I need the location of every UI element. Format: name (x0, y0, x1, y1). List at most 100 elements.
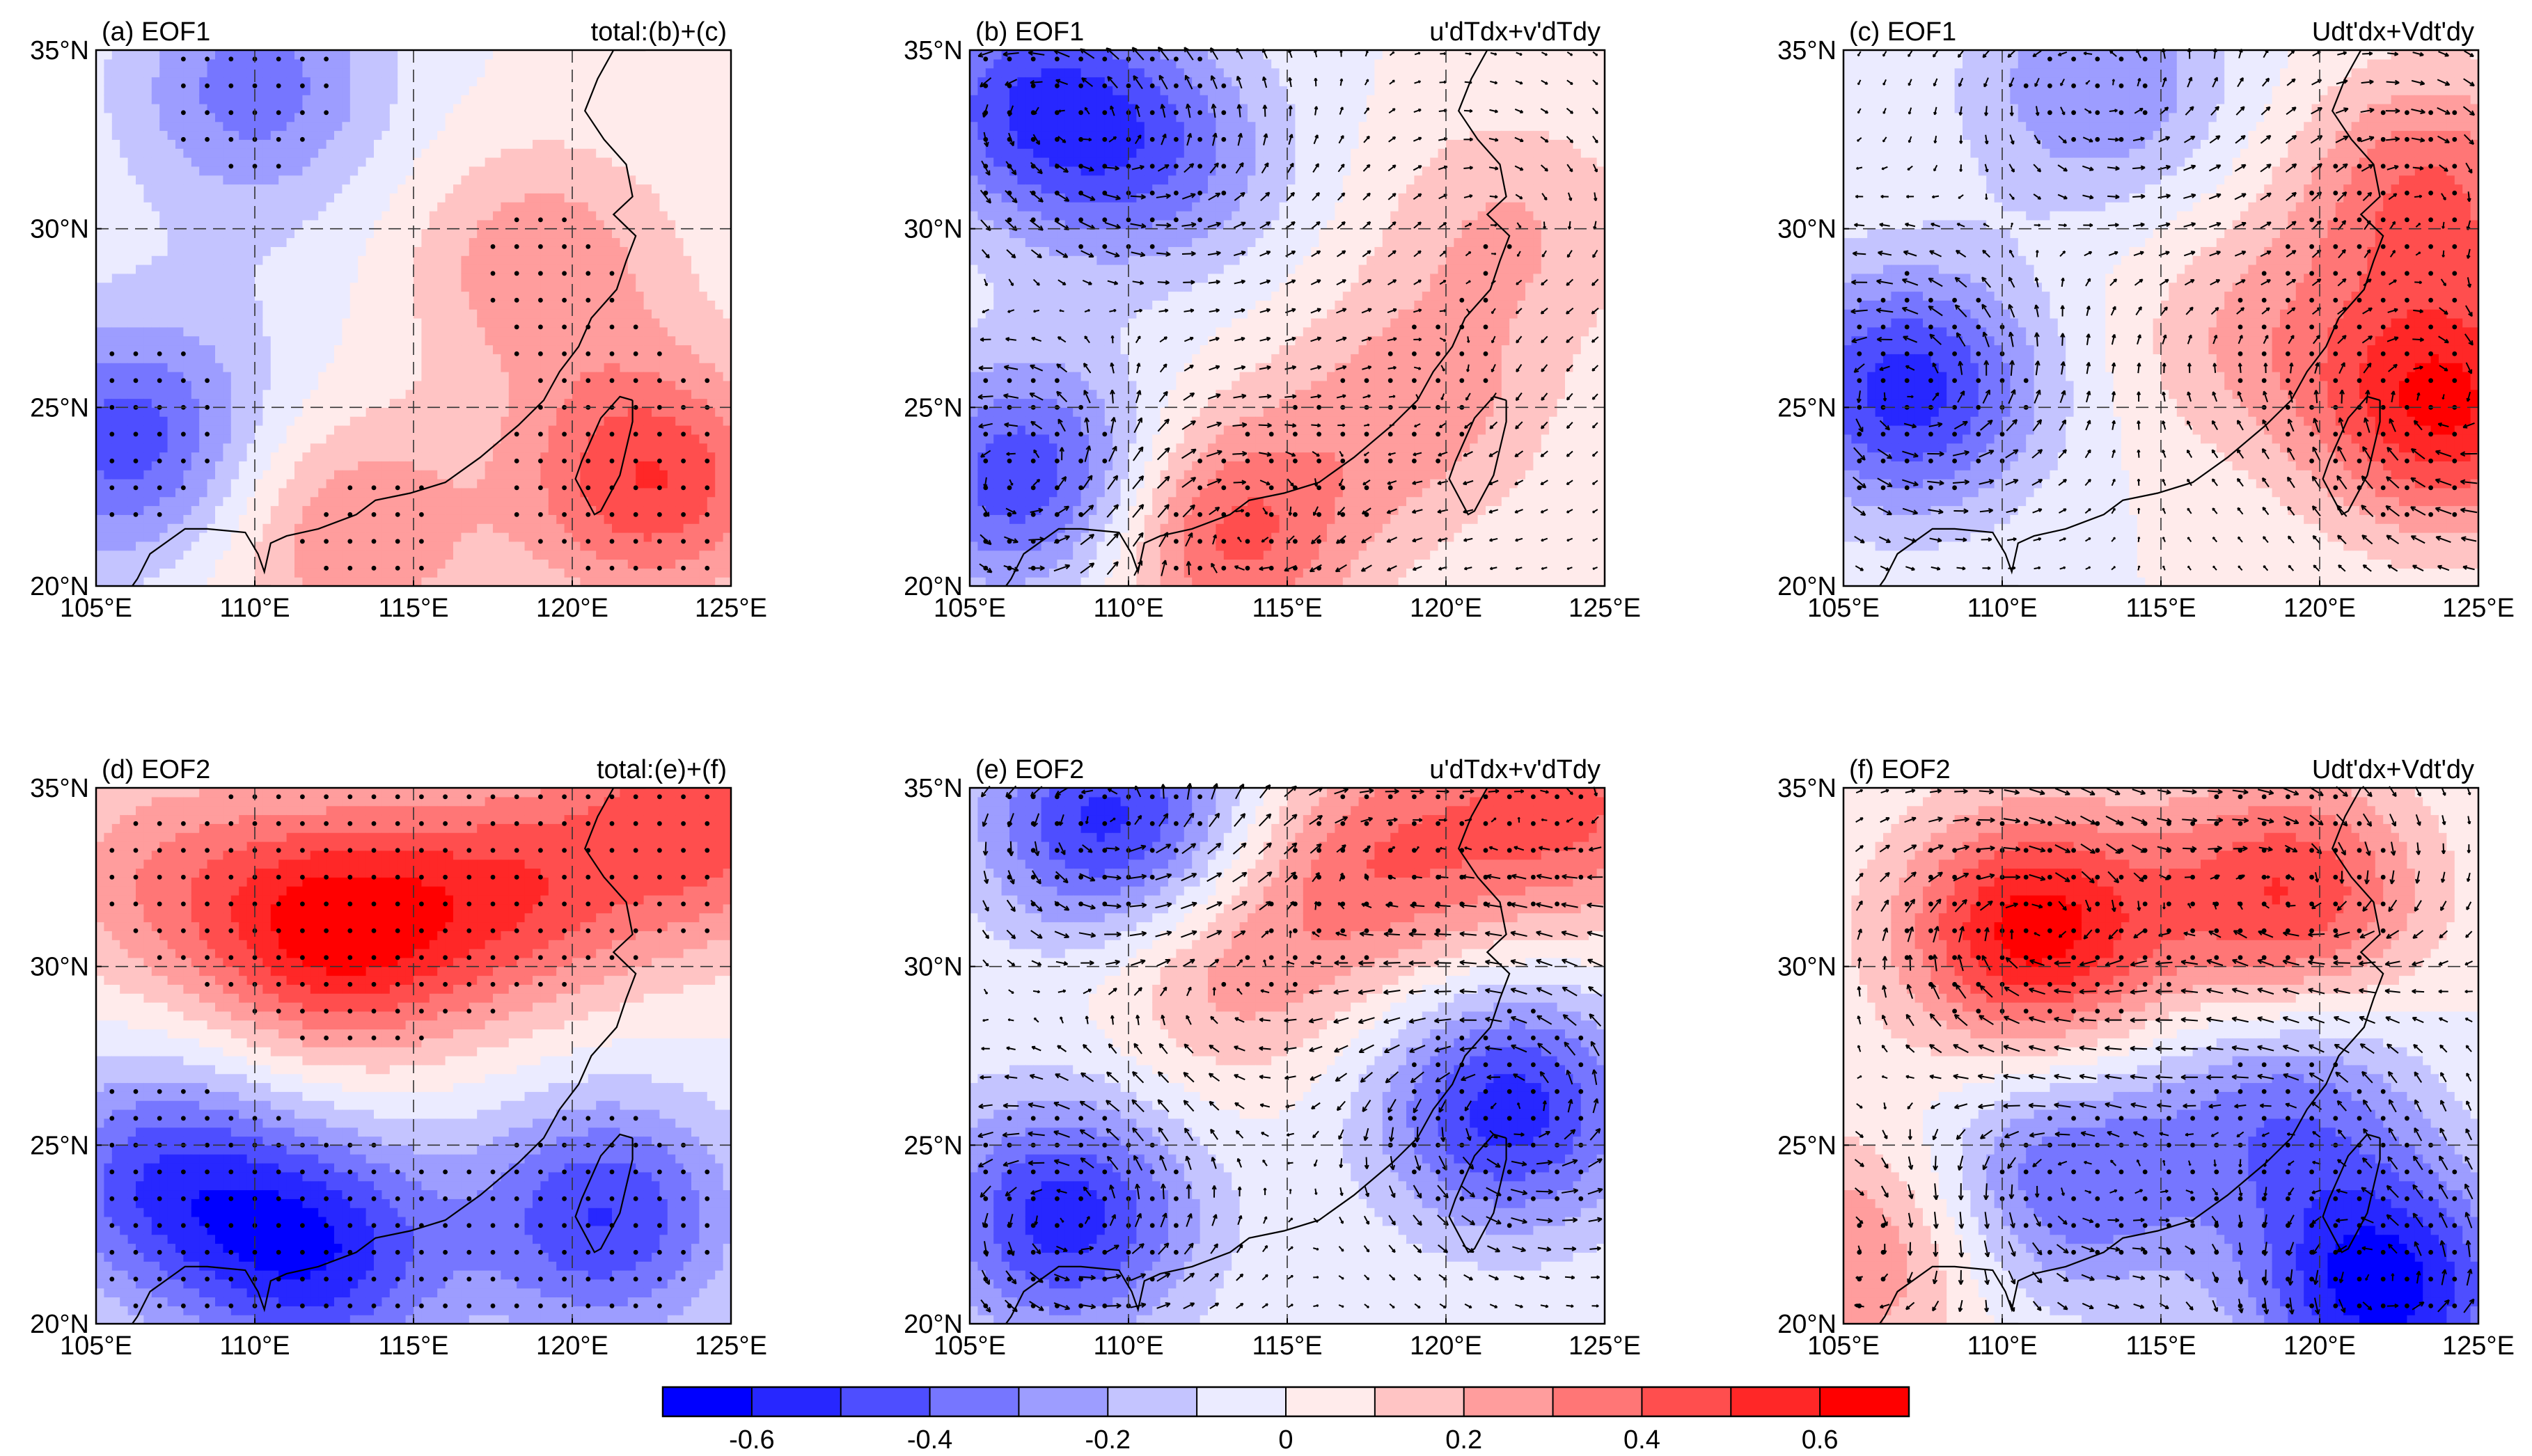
shading-cell (652, 157, 660, 167)
shading-cell (540, 291, 549, 301)
shading-cell (683, 470, 692, 480)
shading-cell (683, 121, 692, 132)
shading-cell (310, 228, 319, 239)
shading-cell (302, 112, 311, 122)
shading-cell (104, 219, 113, 230)
shading-cell (596, 380, 605, 390)
shading-cell (191, 68, 200, 78)
significance-dot (157, 485, 162, 491)
shading-cell (302, 202, 311, 212)
shading-cell (96, 255, 104, 265)
shading-cell (540, 470, 549, 480)
shading-cell (652, 496, 660, 507)
shading-cell (230, 496, 239, 507)
shading-cell (136, 95, 144, 104)
shading-cell (199, 434, 208, 444)
shading-cell (136, 559, 144, 569)
shading-cell (627, 273, 636, 283)
significance-dot (538, 458, 543, 464)
shading-cell (127, 452, 136, 461)
shading-cell (270, 398, 279, 408)
shading-cell (199, 345, 208, 354)
shading-cell (302, 470, 311, 480)
shading-cell (501, 541, 510, 551)
shading-cell (715, 363, 724, 372)
shading-cell (358, 372, 367, 381)
shading-cell (294, 68, 303, 78)
shading-cell (398, 372, 407, 381)
shading-cell (643, 363, 652, 372)
shading-cell (469, 577, 478, 586)
shading-cell (421, 255, 430, 265)
shading-cell (548, 345, 557, 354)
shading-cell (104, 246, 113, 256)
shading-cell (652, 121, 660, 132)
shading-cell (143, 354, 152, 363)
shading-cell (485, 95, 494, 104)
shading-cell (429, 487, 438, 498)
shading-cell (389, 282, 398, 292)
shading-cell (517, 550, 526, 560)
shading-cell (723, 523, 731, 533)
shading-cell (421, 398, 430, 408)
shading-cell (540, 345, 549, 354)
significance-dot (300, 56, 305, 62)
shading-cell (278, 77, 288, 86)
shading-cell (167, 363, 176, 372)
shading-cell (429, 434, 438, 444)
shading-cell (636, 309, 645, 319)
shading-cell (723, 77, 731, 86)
shading-cell (643, 416, 652, 426)
shading-cell (508, 95, 517, 104)
shading-cell (524, 559, 533, 569)
shading-cell (111, 148, 120, 158)
shading-cell (612, 559, 620, 569)
shading-cell (334, 86, 343, 95)
significance-dot (609, 297, 615, 303)
shading-cell (414, 568, 422, 578)
shading-cell (104, 228, 113, 239)
shading-cell (382, 228, 391, 239)
shading-cell (239, 487, 248, 498)
shading-cell (477, 246, 486, 256)
shading-cell (445, 255, 454, 265)
shading-cell (175, 389, 184, 399)
shading-cell (183, 380, 192, 390)
shading-cell (349, 255, 359, 265)
shading-cell (230, 246, 239, 256)
shading-cell (564, 309, 573, 319)
shading-cell (120, 130, 129, 140)
shading-cell (136, 345, 144, 354)
significance-dot (228, 164, 234, 169)
shading-cell (659, 273, 668, 283)
shading-cell (548, 568, 557, 578)
shading-cell (683, 380, 692, 390)
shading-cell (183, 309, 192, 319)
shading-cell (699, 577, 708, 586)
shading-cell (493, 237, 501, 247)
shading-cell (262, 309, 272, 319)
shading-cell (191, 139, 200, 149)
shading-cell (310, 104, 319, 113)
shading-cell (596, 112, 605, 122)
shading-cell (382, 380, 391, 390)
significance-dot (276, 136, 281, 142)
shading-cell (159, 300, 168, 310)
shading-cell (604, 416, 613, 426)
shading-cell (239, 479, 248, 489)
shading-cell (421, 130, 430, 140)
shading-cell (310, 175, 319, 185)
shading-cell (349, 479, 359, 489)
shading-cell (588, 58, 597, 69)
shading-cell (723, 532, 731, 542)
shading-cell (143, 77, 152, 86)
shading-cell (596, 175, 605, 185)
shading-cell (612, 68, 620, 78)
shading-cell (136, 237, 144, 247)
shading-cell (421, 505, 430, 515)
shading-cell (199, 407, 208, 417)
shading-cell (517, 577, 526, 586)
shading-cell (636, 380, 645, 390)
shading-cell (255, 461, 263, 470)
shading-cell (469, 443, 478, 453)
